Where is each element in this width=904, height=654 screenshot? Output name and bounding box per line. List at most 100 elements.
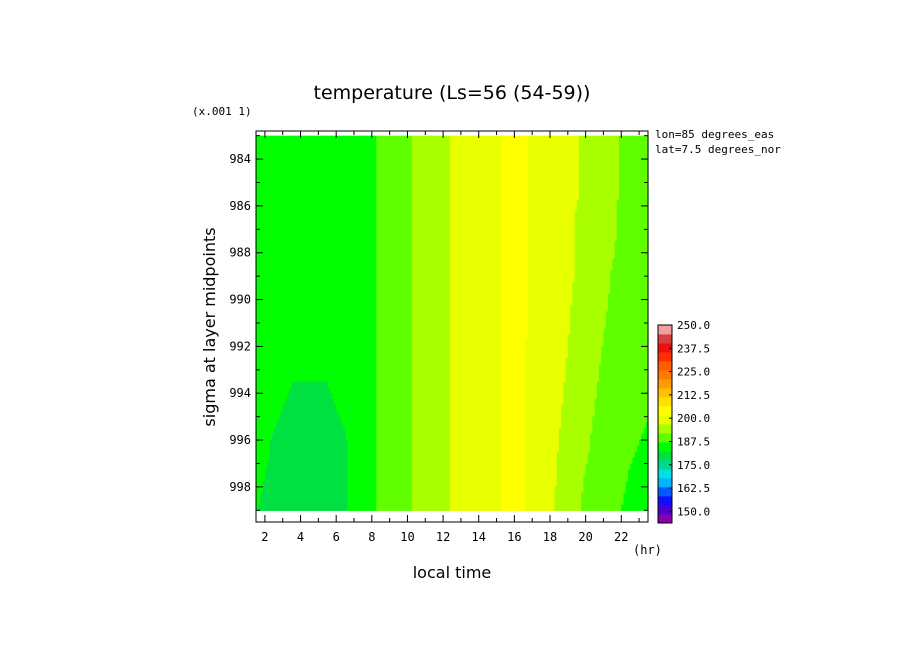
heatmap-cell [287,241,291,248]
heatmap-cell [336,170,340,178]
heatmap-cell [463,194,466,201]
heatmap-cell [438,258,442,266]
heatmap-cell [632,194,636,201]
heatmap-cell [541,182,544,189]
heatmap-cell [436,194,440,201]
heatmap-cell [289,235,293,242]
heatmap-cell [291,287,295,295]
heatmap-cell [521,270,524,277]
heatmap-cell [284,188,288,195]
heatmap-cell [603,229,607,236]
heatmap-cell [445,211,449,219]
heatmap-cell [623,141,627,148]
heatmap-cell [614,164,618,172]
heatmap-cell [336,188,340,195]
heatmap-cell [563,270,567,277]
heatmap-cell [460,223,464,230]
heatmap-cell [427,141,431,148]
heatmap-cell [329,135,333,143]
heatmap-cell [503,264,507,271]
heatmap-cell [592,252,596,260]
heatmap-cell [516,147,520,154]
heatmap-cell [280,182,284,189]
heatmap-cell [382,141,386,148]
heatmap-cell [276,170,279,178]
heatmap-cell [380,241,384,248]
heatmap-cell [378,147,382,154]
heatmap-cell [550,159,553,166]
heatmap-cell [512,147,515,154]
heatmap-cell [527,217,531,225]
heatmap-cell [389,258,393,266]
heatmap-cell [429,205,433,213]
heatmap-cell [360,299,364,307]
heatmap-cell [616,164,620,172]
heatmap-cell [280,205,284,213]
heatmap-cell [581,200,585,207]
heatmap-cell [329,252,333,260]
heatmap-cell [603,235,607,242]
heatmap-cell [280,141,284,148]
heatmap-cell [527,194,531,201]
heatmap-cell [320,141,324,148]
heatmap-cell [423,194,426,201]
heatmap-cell [634,229,638,236]
heatmap-cell [632,246,636,254]
heatmap-cell [541,194,544,201]
heatmap-cell [554,241,558,248]
heatmap-cell [541,170,544,178]
heatmap-cell [619,188,622,195]
heatmap-cell [463,276,466,283]
heatmap-cell [496,252,500,260]
heatmap-cell [456,159,460,166]
heatmap-cell [264,176,268,184]
heatmap-cell [645,188,649,195]
heatmap-cell [351,176,355,184]
heatmap-cell [262,147,266,154]
heatmap-cell [556,194,560,201]
heatmap-cell [625,258,629,266]
heatmap-cell [585,264,589,271]
heatmap-cell [405,170,409,178]
heatmap-cell [469,170,473,178]
heatmap-cell [472,159,475,166]
heatmap-cell [394,159,397,166]
heatmap-cell [447,164,451,172]
heatmap-cell [378,287,382,295]
heatmap-cell [594,194,598,201]
heatmap-cell [356,299,360,307]
heatmap-cell [456,241,460,248]
heatmap-cell [532,153,536,160]
heatmap-cell [427,205,431,213]
heatmap-cell [570,200,573,207]
heatmap-cell [409,282,413,289]
heatmap-cell [400,252,404,260]
heatmap-cell [565,229,569,236]
heatmap-cell [267,176,270,184]
heatmap-cell [298,135,302,143]
heatmap-cell [476,147,480,154]
heatmap-cell [547,229,551,236]
heatmap-cell [260,270,264,277]
heatmap-cell [316,229,319,236]
heatmap-cell [585,205,589,213]
heatmap-cell [541,211,544,219]
heatmap-cell [594,200,598,207]
heatmap-cell [523,205,527,213]
heatmap-cell [431,223,435,230]
heatmap-cell [302,235,306,242]
heatmap-cell [543,200,547,207]
heatmap-cell [380,264,384,271]
heatmap-cell [296,170,299,178]
heatmap-cell [612,147,616,154]
heatmap-cell [276,311,279,318]
heatmap-cell [391,205,395,213]
heatmap-cell [349,182,353,189]
heatmap-cell [398,176,402,184]
heatmap-cell [425,299,429,307]
heatmap-cell [599,229,602,236]
heatmap-cell [331,246,335,254]
heatmap-cell [558,164,562,172]
heatmap-cell [349,282,353,289]
heatmap-cell [338,287,342,295]
